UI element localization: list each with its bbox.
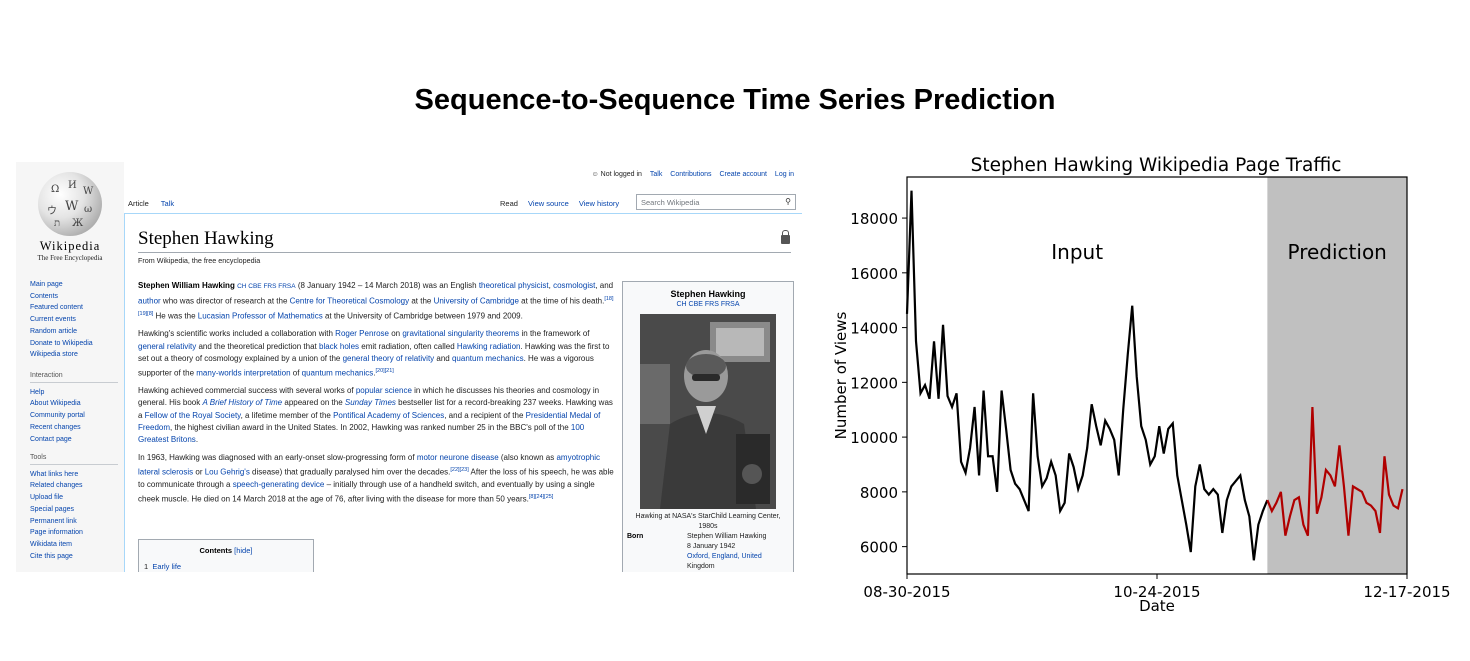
nav-item[interactable]: Cite this page xyxy=(30,552,73,560)
born-place[interactable]: Oxford, England, United xyxy=(687,553,762,560)
user-icon: ☺ xyxy=(591,171,599,178)
input-region-label: Input xyxy=(1051,240,1103,264)
table-of-contents: Contents [hide] 1 Early life xyxy=(138,539,314,572)
nav-interaction: Interaction Help About Wikipedia Communi… xyxy=(30,370,118,445)
y-tick-label: 8000 xyxy=(860,484,898,502)
born-country: Kingdom xyxy=(687,563,715,570)
born-date: 8 January 1942 xyxy=(687,543,736,550)
search-input[interactable]: Search Wikipedia ⚲ xyxy=(636,194,796,210)
y-tick-label: 16000 xyxy=(850,265,898,283)
nav-item[interactable]: Wikidata item xyxy=(30,540,73,548)
y-axis-label: Number of Views xyxy=(832,311,850,439)
nav-item[interactable]: Recent changes xyxy=(30,423,81,431)
contributions-link[interactable]: Contributions xyxy=(670,171,712,178)
prediction-series-line xyxy=(1266,406,1404,537)
y-tick-label: 6000 xyxy=(860,539,898,557)
tab-article[interactable]: Article xyxy=(128,199,149,208)
plot-frame xyxy=(906,176,1408,575)
paragraph: Hawking's scientific works included a co… xyxy=(138,329,610,378)
nav-item[interactable]: Page information xyxy=(30,529,83,537)
tab-view-history[interactable]: View history xyxy=(578,199,620,208)
search-icon[interactable]: ⚲ xyxy=(785,197,791,206)
nav-item[interactable]: Special pages xyxy=(30,505,74,513)
page-title: Stephen Hawking xyxy=(138,228,791,253)
wikipedia-wordmark: Wikipedia xyxy=(39,239,101,253)
nav-item[interactable]: Donate to Wikipedia xyxy=(30,339,93,347)
infobox-name: Stephen Hawking xyxy=(670,289,746,299)
paragraph: Stephen William Hawking CH CBE FRS FRSA … xyxy=(138,281,614,321)
article-content: Stephen Hawking From Wikipedia, the free… xyxy=(124,213,802,572)
toc-heading: Contents [hide] xyxy=(139,546,313,555)
wikipedia-tagline: The Free Encyclopedia xyxy=(37,254,103,262)
y-tick-label: 18000 xyxy=(850,210,898,228)
article-body: Stephen William Hawking CH CBE FRS FRSA … xyxy=(138,280,614,511)
nav-item[interactable]: Wikipedia store xyxy=(30,351,78,359)
nav-item[interactable]: Permanent link xyxy=(30,517,77,525)
tab-read[interactable]: Read xyxy=(500,199,518,208)
wikipedia-logo[interactable]: Ω И W ウ W ω ת Ж Wikipedia The Free Encyc… xyxy=(30,172,110,262)
nav-item[interactable]: Current events xyxy=(30,316,76,324)
lock-icon xyxy=(781,230,790,244)
toc-item-label[interactable]: Early life xyxy=(152,562,182,571)
nav-item[interactable]: Community portal xyxy=(30,412,85,420)
portrait-photo[interactable] xyxy=(640,314,776,509)
create-account-link[interactable]: Create account xyxy=(719,171,767,178)
nav-item[interactable]: Contents xyxy=(30,292,59,300)
log-in-link[interactable]: Log in xyxy=(774,171,794,178)
y-tick-label: 10000 xyxy=(850,429,898,447)
portrait-illustration xyxy=(640,314,776,509)
page-subtitle: From Wikipedia, the free encyclopedia xyxy=(138,256,261,265)
search-placeholder: Search Wikipedia xyxy=(641,198,700,207)
born-label: Born xyxy=(627,533,644,540)
toc-item[interactable]: 1 Early life xyxy=(144,562,313,571)
toc-title: Contents xyxy=(199,546,233,555)
born-value: Stephen William Hawking 8 January 1942 O… xyxy=(687,532,787,572)
toc-item-number: 1 xyxy=(144,562,149,571)
tab-talk[interactable]: Talk xyxy=(160,199,175,208)
input-series-line xyxy=(905,190,1269,561)
wiki-sidebar: Ω И W ウ W ω ת Ж Wikipedia The Free Encyc… xyxy=(16,162,124,572)
nav-item[interactable]: Contact page xyxy=(30,435,72,443)
login-status: Not logged in xyxy=(600,171,642,178)
wikipedia-screenshot: Ω И W ウ W ω ת Ж Wikipedia The Free Encyc… xyxy=(16,162,802,572)
y-tick-label: 12000 xyxy=(850,374,898,392)
tab-view-source[interactable]: View source xyxy=(528,199,569,208)
nav-item[interactable]: Main page xyxy=(30,281,63,288)
x-axis-label: Date xyxy=(1139,597,1175,615)
nav-item[interactable]: Random article xyxy=(30,327,78,335)
wikipedia-globe-icon: Ω И W ウ W ω ת Ж xyxy=(38,172,102,236)
nav-item[interactable]: Help xyxy=(30,388,45,396)
x-tick-label: 08-30-2015 xyxy=(863,583,950,601)
nav-item[interactable]: About Wikipedia xyxy=(30,400,81,408)
toc-hide-link[interactable]: [hide] xyxy=(234,546,253,555)
y-tick-label: 14000 xyxy=(850,320,898,338)
view-tabs: Read View source View history xyxy=(500,199,627,208)
x-tick-label: 12-17-2015 xyxy=(1363,583,1450,601)
nav-item[interactable]: Featured content xyxy=(30,304,83,312)
nav-tools: Tools What links here Related changes Up… xyxy=(30,452,118,562)
personal-tools: ☺ Not logged in Talk Contributions Create… xyxy=(586,171,795,178)
figure-title: Sequence-to-Sequence Time Series Predict… xyxy=(414,84,1056,116)
axis-ticks: 6000 8000 10000 12000 14000 16000 18000 08-30-2… xyxy=(850,210,1450,601)
chart-title: Stephen Hawking Wikipedia Page Traffic xyxy=(971,155,1342,176)
infobox-honours[interactable]: CH CBE FRS FRSA xyxy=(676,301,740,308)
born-name: Stephen William Hawking xyxy=(687,533,767,540)
namespace-tabs: Article Talk xyxy=(128,199,184,208)
traffic-chart: Stephen Hawking Wikipedia Page Traffic 6… xyxy=(832,155,1451,615)
paragraph: In 1963, Hawking was diagnosed with an e… xyxy=(138,452,614,504)
prediction-region xyxy=(1267,177,1407,574)
prediction-region-label: Prediction xyxy=(1288,240,1387,264)
nav-heading: Tools xyxy=(30,452,118,465)
infobox: Stephen Hawking CH CBE FRS FRSA Haw xyxy=(622,281,794,572)
nav-item[interactable]: Related changes xyxy=(30,482,83,490)
nav-main: Main page Contents Featured content Curr… xyxy=(30,279,93,361)
talk-link[interactable]: Talk xyxy=(649,171,663,178)
nav-heading: Interaction xyxy=(30,370,118,383)
infobox-caption: Hawking at NASA's StarChild Learning Cen… xyxy=(635,513,781,530)
paragraph: Hawking achieved commercial success with… xyxy=(138,386,613,445)
x-tick-label: 10-24-2015 xyxy=(1113,583,1200,601)
nav-item[interactable]: Upload file xyxy=(30,494,64,502)
nav-item[interactable]: What links here xyxy=(30,470,79,478)
